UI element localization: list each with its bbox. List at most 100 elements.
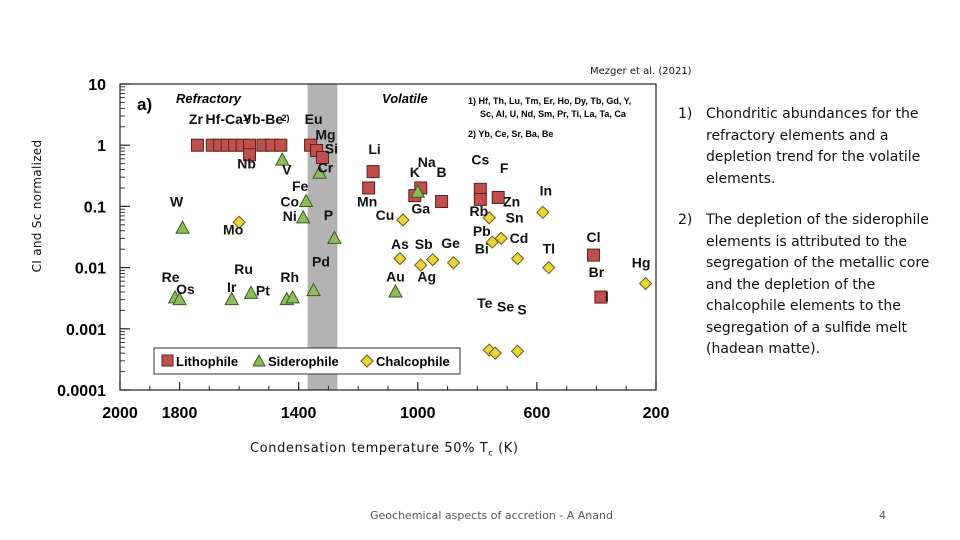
y-minor-ticks bbox=[120, 86, 125, 373]
element-label: Cr bbox=[318, 159, 334, 175]
element-label: Si bbox=[325, 141, 338, 157]
x-tick-label: 600 bbox=[524, 405, 551, 422]
element-label: Co bbox=[280, 193, 299, 209]
element-label: Ir bbox=[227, 279, 237, 295]
y-tick-label: 10 bbox=[88, 77, 106, 94]
x-tick-label: 2000 bbox=[102, 405, 138, 422]
siderophile-point bbox=[410, 184, 426, 198]
region-label-volatile: Volatile bbox=[382, 91, 428, 106]
element-label: Eu bbox=[305, 111, 323, 127]
element-label: Re bbox=[162, 269, 180, 285]
element-label: Fe bbox=[292, 178, 309, 194]
x-axis-title-main: Condensation temperature 50% T bbox=[250, 441, 489, 456]
element-label: Zn bbox=[503, 193, 520, 209]
x-tick-label: 1800 bbox=[162, 405, 198, 422]
x-tick-label: 1000 bbox=[400, 405, 436, 422]
siderophile-point bbox=[175, 220, 190, 234]
element-label: 2) bbox=[282, 113, 290, 123]
legend-label-chalcophile: Chalcophile bbox=[376, 354, 450, 369]
chalcophile-point bbox=[414, 258, 428, 272]
element-label: Sn bbox=[506, 209, 524, 225]
x-tick-label: 1400 bbox=[281, 405, 317, 422]
element-label: Cd bbox=[510, 230, 529, 246]
lithophile-point bbox=[435, 195, 449, 209]
lithophile-point bbox=[594, 290, 608, 304]
y-tick-label: 0.0001 bbox=[57, 383, 106, 400]
chalcophile-point bbox=[510, 251, 525, 266]
element-label: Ag bbox=[417, 269, 436, 285]
chalcophile-point bbox=[425, 252, 440, 267]
element-label: S bbox=[517, 302, 526, 318]
lithophile-point bbox=[274, 138, 288, 152]
lithophile-point bbox=[243, 148, 257, 162]
y-axis-title-wrap: CI and Sc normalized bbox=[22, 140, 52, 273]
x-tick-label: 200 bbox=[643, 405, 670, 422]
element-label: Mo bbox=[223, 221, 243, 237]
data-points bbox=[167, 138, 653, 360]
chalcophile-point bbox=[536, 205, 550, 220]
chalcophile-point bbox=[232, 215, 246, 229]
element-label: Rb bbox=[469, 203, 488, 219]
lithophile-point bbox=[315, 150, 329, 164]
element-label: W bbox=[170, 193, 184, 209]
element-label: Hf-Ca bbox=[206, 111, 244, 127]
chalcophile-point bbox=[494, 231, 508, 246]
element-label: Cu bbox=[376, 207, 395, 223]
chalcophile-point bbox=[638, 276, 653, 291]
legend-label-siderophile: Siderophile bbox=[268, 354, 339, 369]
element-label: Pt bbox=[256, 283, 270, 299]
element-label: Mg bbox=[315, 126, 335, 142]
element-label: P bbox=[324, 207, 333, 223]
chalcophile-point bbox=[446, 256, 461, 270]
footnote-1: 1) Hf, Th, Lu, Tm, Er, Ho, Dy, Tb, Gd, Y… bbox=[468, 96, 631, 106]
chalcophile-point bbox=[482, 211, 496, 225]
footer-text: Geochemical aspects of accretion - A Ana… bbox=[370, 509, 613, 522]
siderophile-point bbox=[243, 285, 259, 299]
element-label: Os bbox=[176, 281, 195, 297]
element-label: Br bbox=[589, 264, 605, 280]
note-text: The depletion of the siderophile element… bbox=[706, 212, 930, 357]
element-label: 1) bbox=[243, 113, 251, 123]
element-label: I bbox=[605, 288, 609, 304]
y-tick-label: 1 bbox=[97, 138, 106, 155]
figure-credit: Mezger et al. (2021) bbox=[590, 66, 692, 77]
note-item: 2) The depletion of the siderophile elem… bbox=[678, 210, 948, 361]
y-tick-label: 0.01 bbox=[75, 261, 106, 278]
lithophile-point bbox=[366, 165, 380, 179]
siderophile-point bbox=[306, 282, 321, 297]
element-label: Ga bbox=[411, 200, 430, 216]
lithophile-point bbox=[491, 190, 505, 204]
lithophile-point bbox=[362, 181, 376, 195]
element-label: V bbox=[282, 162, 292, 178]
chalcophile-point bbox=[542, 260, 556, 275]
siderophile-point bbox=[274, 152, 290, 166]
element-label: Nb bbox=[237, 155, 256, 171]
note-item: 1) Chondritic abundances for the refract… bbox=[678, 104, 948, 190]
legend-box bbox=[153, 347, 461, 375]
y-tick-label: 0.001 bbox=[66, 322, 106, 339]
lithophile-point bbox=[473, 192, 487, 206]
x-axis-title-sub: c bbox=[488, 448, 494, 458]
element-label: Sb bbox=[415, 236, 433, 252]
siderophile-point bbox=[285, 289, 301, 304]
legend-marker-lithophile bbox=[161, 354, 174, 367]
note-text: Chondritic abundances for the refractory… bbox=[706, 106, 921, 187]
element-label: Au bbox=[386, 269, 405, 285]
element-label: Yb-Be bbox=[243, 111, 284, 127]
x-axis: 2000 1800 1400 1000 600 200 bbox=[102, 382, 669, 422]
element-label: Cl bbox=[586, 229, 600, 245]
notes-list: 1) Chondritic abundances for the refract… bbox=[678, 104, 948, 381]
legend: Lithophile Siderophile Chalcophile bbox=[153, 347, 461, 375]
element-label: F bbox=[500, 160, 509, 176]
element-label: Pd bbox=[312, 253, 330, 269]
siderophile-point bbox=[327, 230, 342, 244]
y-axis: 10 1 0.1 0.01 0.001 0.0001 bbox=[57, 77, 130, 400]
siderophile-point bbox=[295, 209, 311, 224]
element-label: Rh bbox=[280, 269, 299, 285]
panel-label: a) bbox=[137, 95, 152, 114]
siderophile-point bbox=[312, 165, 327, 179]
chalcophile-point bbox=[510, 344, 525, 358]
element-label: As bbox=[391, 236, 409, 252]
element-label: In bbox=[540, 183, 552, 199]
element-label: Ni bbox=[283, 208, 297, 224]
